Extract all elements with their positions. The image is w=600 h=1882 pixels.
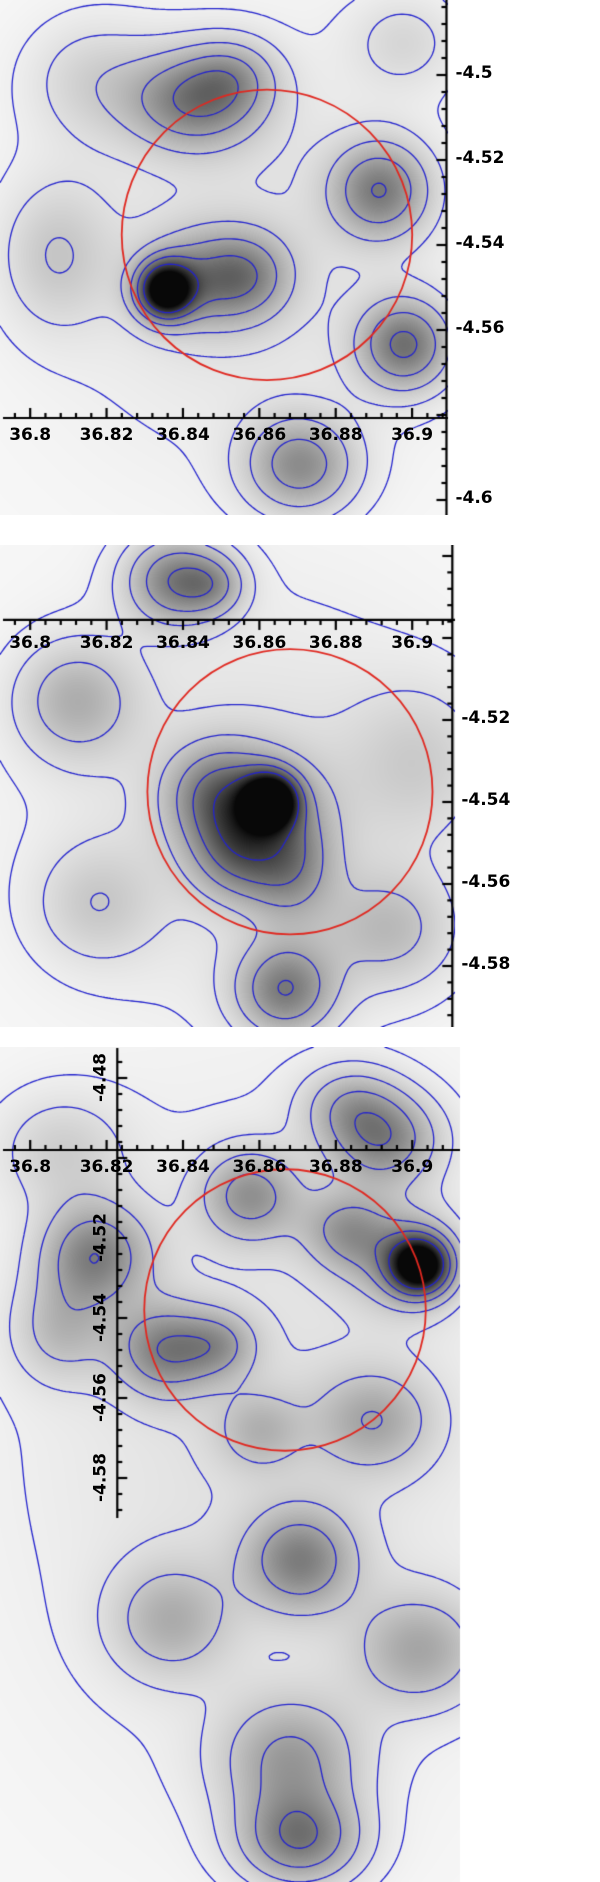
x-tick-label: 36.9 <box>391 1157 434 1177</box>
panel-top <box>0 0 600 515</box>
x-tick-label: 36.84 <box>156 424 210 445</box>
contour-map-canvas-top <box>0 0 600 515</box>
y-tick-label: -4.56 <box>461 871 511 892</box>
y-tick-label: -4.52 <box>461 707 511 728</box>
x-tick-label: 36.8 <box>9 632 52 653</box>
x-tick-label: 36.82 <box>79 424 134 445</box>
x-tick-label: 36.88 <box>308 632 363 653</box>
x-tick-label: 36.88 <box>308 1157 363 1177</box>
y-tick-label: -4.56 <box>90 1373 111 1422</box>
contour-map-canvas-bottom <box>0 1047 600 1882</box>
x-tick-label: 36.88 <box>308 424 363 445</box>
panel-bottom <box>0 1047 600 1882</box>
x-tick-label: 36.82 <box>79 632 134 653</box>
x-tick-label: 36.9 <box>391 424 434 445</box>
y-tick-label: -4.48 <box>90 1053 111 1102</box>
y-tick-label: -4.54 <box>90 1293 111 1342</box>
x-tick-label: 36.84 <box>156 1157 210 1177</box>
x-tick-label: 36.9 <box>391 632 434 653</box>
contour-map-canvas-middle <box>0 545 600 1027</box>
x-tick-label: 36.84 <box>156 632 210 653</box>
x-tick-label: 36.86 <box>232 424 287 445</box>
y-tick-label: -4.52 <box>455 148 505 168</box>
panel-middle <box>0 545 600 1027</box>
y-tick-label: -4.5 <box>455 63 493 83</box>
x-tick-label: 36.86 <box>232 632 287 653</box>
x-tick-label: 36.82 <box>79 1157 134 1177</box>
y-tick-label: -4.58 <box>90 1453 111 1502</box>
x-tick-label: 36.8 <box>9 1157 52 1177</box>
y-tick-label: -4.52 <box>90 1213 111 1262</box>
y-tick-label: -4.54 <box>461 789 511 810</box>
y-tick-label: -4.54 <box>455 233 505 253</box>
x-tick-label: 36.8 <box>9 424 52 445</box>
y-tick-label: -4.6 <box>455 487 493 508</box>
y-tick-label: -4.56 <box>455 318 505 338</box>
x-tick-label: 36.86 <box>232 1157 287 1177</box>
y-tick-label: -4.58 <box>461 953 511 974</box>
